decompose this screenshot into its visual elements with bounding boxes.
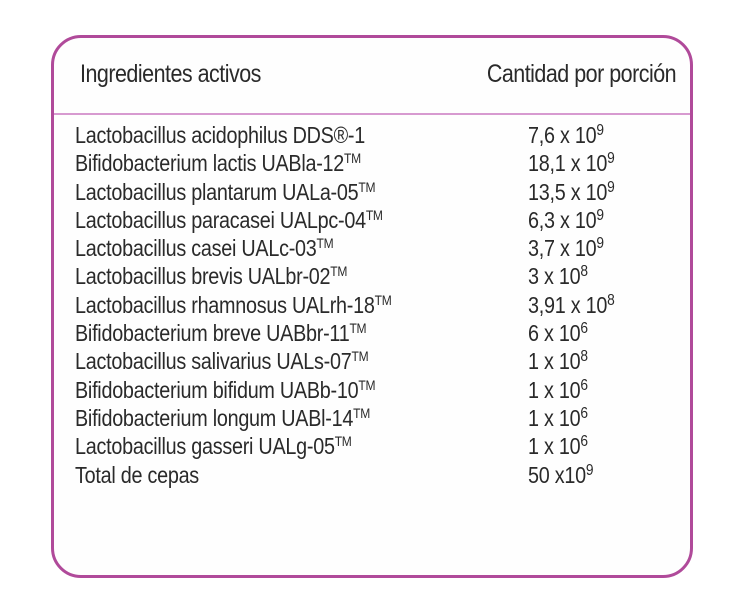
ingredient-name: Lactobacillus acidophilus DDS®-1 xyxy=(75,122,365,148)
total-row: Total de cepas 50 x109 xyxy=(54,462,690,490)
table-row: Lactobacillus acidophilus DDS®-1 7,6 x 10… xyxy=(54,122,690,150)
ingredient-amount: 13,5 x 109 xyxy=(528,178,615,205)
table-row: Lactobacillus casei UALc-03TM 3,7 x 109 xyxy=(54,235,690,263)
ingredient-amount: 1 x 108 xyxy=(528,348,588,375)
table-row: Lactobacillus brevis UALbr-02TM 3 x 108 xyxy=(54,263,690,291)
trademark: TM xyxy=(358,178,376,195)
header-amount: Cantidad por porción xyxy=(486,60,677,88)
ingredient-name: Lactobacillus brevis UALbr-02 xyxy=(75,263,331,290)
trademark: TM xyxy=(351,348,369,365)
ingredient-amount: 3,7 x 109 xyxy=(528,235,604,262)
table-row: Lactobacillus gasseri UALg-05TM 1 x 106 xyxy=(54,433,690,461)
total-label: Total de cepas xyxy=(75,461,199,488)
table-row: Bifidobacterium breve UABbr-11TM 6 x 106 xyxy=(54,320,690,348)
table-body: Lactobacillus acidophilus DDS®-1 7,6 x 10… xyxy=(54,122,690,490)
trademark: TM xyxy=(316,235,334,252)
ingredients-table-panel: Ingredientes activos Cantidad por porció… xyxy=(51,35,693,578)
ingredient-amount: 6,3 x 109 xyxy=(528,206,604,233)
trademark: TM xyxy=(330,263,348,280)
ingredient-amount: 1 x 106 xyxy=(528,404,588,431)
ingredient-name: Lactobacillus plantarum UALa-05 xyxy=(75,178,359,205)
table-row: Bifidobacterium lactis UABla-12TM 18,1 x … xyxy=(54,150,690,178)
ingredient-name: Bifidobacterium lactis UABla-12 xyxy=(75,150,345,177)
ingredient-amount: 6 x 106 xyxy=(528,320,588,347)
ingredient-amount: 7,6 x 109 xyxy=(528,122,604,148)
ingredient-amount: 1 x 106 xyxy=(528,376,588,403)
trademark: TM xyxy=(365,206,383,223)
ingredient-amount: 3 x 108 xyxy=(528,263,588,290)
header-ingredients: Ingredientes activos xyxy=(80,60,261,88)
ingredient-name: Lactobacillus gasseri UALg-05 xyxy=(75,433,335,460)
table-row: Lactobacillus salivarius UALs-07TM 1 x 10… xyxy=(54,348,690,376)
table-row: Bifidobacterium longum UABl-14TM 1 x 106 xyxy=(54,405,690,433)
ingredient-name: Bifidobacterium bifidum UABb-10 xyxy=(75,376,359,403)
table-row: Lactobacillus paracasei UALpc-04TM 6,3 x … xyxy=(54,207,690,235)
ingredient-name: Lactobacillus casei UALc-03 xyxy=(75,235,317,262)
ingredient-name: Lactobacillus salivarius UALs-07 xyxy=(75,348,352,375)
trademark: TM xyxy=(358,376,376,393)
ingredient-name: Bifidobacterium longum UABl-14 xyxy=(75,404,354,431)
trademark: TM xyxy=(349,320,367,337)
table-row: Lactobacillus rhamnosus UALrh-18TM 3,91 x… xyxy=(54,292,690,320)
ingredient-name: Bifidobacterium breve UABbr-11 xyxy=(75,320,350,347)
ingredient-amount: 18,1 x 109 xyxy=(528,150,615,177)
trademark: TM xyxy=(334,433,352,450)
trademark: TM xyxy=(374,291,392,308)
total-amount: 50 x109 xyxy=(528,461,594,488)
ingredient-name: Lactobacillus rhamnosus UALrh-18 xyxy=(75,291,375,318)
table-header: Ingredientes activos Cantidad por porció… xyxy=(54,38,690,115)
table-row: Bifidobacterium bifidum UABb-10TM 1 x 106 xyxy=(54,377,690,405)
trademark: TM xyxy=(344,150,361,167)
table-row: Lactobacillus plantarum UALa-05TM 13,5 x … xyxy=(54,179,690,207)
ingredient-name: Lactobacillus paracasei UALpc-04 xyxy=(75,206,366,233)
ingredient-amount: 1 x 106 xyxy=(528,433,588,460)
trademark: TM xyxy=(353,404,370,421)
ingredient-amount: 3,91 x 108 xyxy=(528,291,615,318)
